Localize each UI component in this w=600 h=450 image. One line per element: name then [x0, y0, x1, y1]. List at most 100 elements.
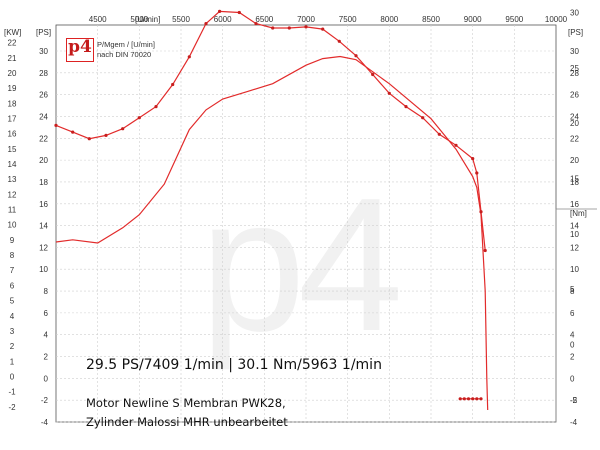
- ps-left-tick-label: 26: [39, 91, 48, 100]
- kw-tick-label: 6: [10, 281, 15, 290]
- ps-right-tick-label: 4: [570, 331, 575, 340]
- x-axis-unit: [U/min]: [135, 15, 160, 24]
- kw-tick-label: 11: [8, 206, 17, 215]
- torque-point: [304, 25, 308, 29]
- nm-tick-label: 10: [570, 230, 579, 239]
- kw-tick-label: 13: [8, 175, 17, 184]
- torque-point: [475, 397, 479, 401]
- kw-tick-label: 21: [8, 54, 17, 63]
- ps-right-tick-label: 18: [570, 178, 579, 187]
- kw-axis-unit: [KW]: [4, 28, 21, 37]
- torque-point: [483, 248, 487, 253]
- description-line-2: Zylinder Malossi MHR unbearbeitet: [86, 415, 288, 429]
- kw-tick-label: 8: [10, 251, 15, 260]
- kw-tick-label: 22: [8, 39, 17, 48]
- x-tick-label: 8500: [422, 15, 440, 24]
- x-tick-label: 5000: [130, 15, 148, 24]
- p4-logo-mark: p4: [68, 37, 92, 57]
- kw-tick-label: 18: [8, 99, 17, 108]
- ps-left-tick-label: 8: [44, 287, 49, 296]
- nm-tick-label: 0: [570, 341, 575, 350]
- ps-right-tick-label: -4: [570, 418, 578, 427]
- kw-tick-label: 1: [10, 357, 15, 366]
- ps-right-tick-label: 8: [570, 287, 575, 296]
- x-tick-label: 4500: [89, 15, 107, 24]
- torque-point: [187, 55, 191, 59]
- ps-right-tick-label: 14: [570, 222, 579, 231]
- x-tick-label: 6500: [255, 15, 273, 24]
- torque-point: [454, 143, 458, 147]
- logo-unit-line: P/Mgem / [U/min]: [97, 40, 155, 49]
- nm-tick-label: 5: [570, 285, 575, 294]
- torque-point: [471, 397, 475, 401]
- ps-left-axis-unit: [PS]: [36, 28, 51, 37]
- torque-point: [437, 132, 441, 136]
- description-line-1: Motor Newline S Membran PWK28,: [86, 396, 286, 410]
- torque-point: [54, 123, 58, 127]
- torque-point: [204, 22, 208, 26]
- ps-right-tick-label: 6: [570, 309, 575, 318]
- ps-left-tick-label: 22: [39, 134, 48, 143]
- ps-right-tick-label: 10: [570, 265, 579, 274]
- x-tick-label: 9500: [505, 15, 523, 24]
- ps-right-tick-label: 26: [570, 91, 579, 100]
- ps-right-tick-label: 28: [570, 69, 579, 78]
- ps-left-tick-label: 10: [39, 265, 48, 274]
- kw-tick-label: 12: [8, 190, 17, 199]
- nm-axis-unit: [Nm]: [570, 209, 587, 218]
- torque-point: [104, 133, 108, 137]
- kw-tick-label: 16: [8, 130, 17, 139]
- ps-right-tick-label: -2: [570, 396, 578, 405]
- x-tick-label: 8000: [380, 15, 398, 24]
- ps-left-tick-label: 18: [39, 178, 48, 187]
- kw-tick-label: 9: [10, 236, 15, 245]
- torque-point: [471, 157, 475, 161]
- nm-tick-label: 30: [570, 9, 579, 18]
- kw-tick-label: 4: [10, 312, 15, 321]
- kw-tick-label: -2: [8, 403, 16, 412]
- torque-point: [458, 397, 462, 401]
- kw-tick-label: 0: [10, 372, 15, 381]
- ps-left-tick-label: 0: [44, 374, 49, 383]
- p4-watermark: p4: [200, 159, 403, 371]
- x-tick-label: 10000: [545, 15, 568, 24]
- torque-point: [387, 91, 391, 95]
- torque-point: [371, 72, 375, 77]
- torque-point: [479, 397, 483, 401]
- ps-left-tick-label: 12: [39, 243, 48, 252]
- nm-tick-label: 15: [570, 175, 579, 184]
- nm-tick-label: -5: [570, 396, 578, 405]
- torque-point: [171, 82, 175, 87]
- torque-point: [466, 397, 471, 401]
- kw-tick-label: 5: [10, 297, 15, 306]
- logo-norm-line: nach DIN 70020: [97, 50, 152, 59]
- torque-point: [321, 27, 325, 31]
- kw-tick-label: 10: [8, 221, 17, 230]
- kw-tick-label: 19: [8, 84, 17, 93]
- x-tick-label: 7000: [297, 15, 315, 24]
- nm-tick-label: 20: [570, 119, 579, 128]
- x-tick-label: 6000: [214, 15, 232, 24]
- ps-left-tick-label: 4: [44, 331, 49, 340]
- torque-point: [479, 210, 483, 214]
- kw-tick-label: 7: [10, 266, 15, 275]
- x-tick-label: 9000: [464, 15, 482, 24]
- ps-left-tick-label: 24: [39, 112, 48, 121]
- torque-point: [87, 137, 91, 141]
- x-tick-label: 7500: [339, 15, 357, 24]
- ps-left-tick-label: 16: [39, 200, 48, 209]
- summary-text: 29.5 PS/7409 1/min | 30.1 Nm/5963 1/min: [86, 357, 382, 373]
- torque-point: [404, 105, 408, 109]
- torque-point: [71, 130, 75, 134]
- torque-point: [137, 116, 141, 120]
- torque-point: [154, 105, 158, 109]
- torque-point: [121, 127, 125, 131]
- kw-tick-label: 14: [8, 160, 17, 169]
- ps-left-tick-label: 6: [44, 309, 49, 318]
- power-curve: [55, 55, 489, 411]
- torque-point: [287, 26, 291, 30]
- kw-tick-label: 15: [8, 145, 17, 154]
- ps-right-axis-unit: [PS]: [568, 28, 583, 37]
- kw-tick-label: 3: [10, 327, 15, 336]
